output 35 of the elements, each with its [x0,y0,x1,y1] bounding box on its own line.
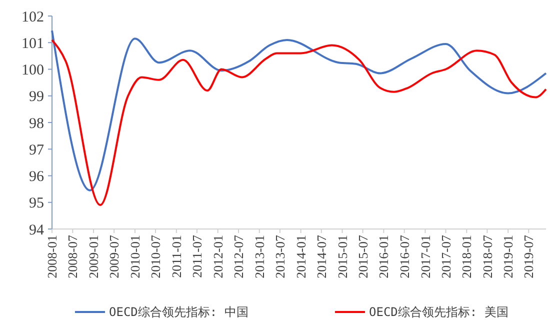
y-tick-label: 102 [22,9,44,26]
x-tick-label: 2015-07 [355,234,370,278]
x-tick-label: 2009-01 [86,235,102,278]
x-tick-label: 2010-01 [128,235,143,278]
x-tick-label: 2019-07 [521,234,536,278]
x-tick-label: 2017-01 [418,235,433,278]
x-tick-label: 2013-01 [252,235,267,278]
x-tick-label: 2012-01 [210,235,226,278]
x-tick-label: 2013-07 [272,234,288,278]
y-tick-label: 99 [29,89,44,106]
x-tick-label: 2018-01 [459,235,474,278]
x-tick-label: 2010-07 [148,234,164,278]
y-tick-label: 98 [29,116,44,132]
y-tick-label: 96 [29,169,44,185]
x-tick-label: 2012-07 [231,234,246,278]
y-tick-label: 97 [29,142,44,158]
y-tick-label: 95 [29,196,44,212]
x-tick-label: 2011-07 [190,234,205,278]
x-tick-label: 2019-01 [500,235,516,278]
x-tick-label: 2018-07 [480,234,495,278]
y-tick-label: 100 [22,62,44,78]
legend-label: OECD综合领先指标: 美国 [369,305,508,320]
x-tick-label: 2017-07 [438,234,454,278]
x-tick-label: 2016-01 [376,235,392,278]
x-tick-label: 2008-01 [44,235,60,278]
x-tick-label: 2014-07 [314,234,329,278]
y-tick-label: 94 [29,222,44,238]
x-tick-label: 2008-07 [65,234,80,278]
x-tick-label: 2014-01 [293,235,308,278]
x-tick-label: 2015-01 [334,235,350,278]
x-tick-label: 2009-07 [106,234,122,278]
x-tick-label: 2011-01 [168,235,184,278]
y-tick-label: 101 [22,36,44,52]
x-tick-label: 2016-07 [396,234,412,278]
legend-label: OECD综合领先指标: 中国 [109,305,248,320]
